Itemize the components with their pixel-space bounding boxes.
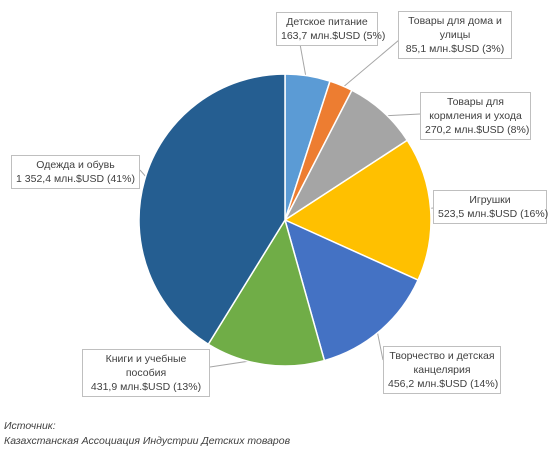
label-odezhda: Одежда и обувь 1 352,4 млн.$USD (41%) [11, 155, 140, 189]
source-text: Казахстанская Ассоциация Индустрии Детск… [4, 435, 291, 447]
label-value-line: 523,5 млн.$USD (16%) [438, 208, 549, 220]
source-heading: Источник: [4, 420, 56, 432]
label-value-line: 456,2 млн.$USD (14%) [388, 378, 499, 390]
pie-slice-5 [207, 218, 326, 367]
label-detskoe-pitanie: Детское питание 163,7 млн.$USD (5%) [276, 12, 386, 46]
label-name-line: Одежда и обувь [36, 159, 115, 171]
label-name-line-2: кормления и ухода [429, 110, 522, 122]
label-value-line: 431,9 млн.$USD (13%) [90, 381, 202, 393]
label-name-line-2: пособия [125, 367, 167, 379]
label-tvorchestvo: Творчество и детская канцелярия 456,2 мл… [383, 346, 501, 394]
label-name-line: Детское питание [286, 16, 368, 28]
label-tovary-dlya-doma: Товары для дома и улицы 85,1 млн.$USD (3… [398, 11, 512, 59]
source-note: Источник: Казахстанская Ассоциация Индус… [4, 419, 290, 449]
pie-slice-4 [283, 218, 420, 362]
label-value-line: 85,1 млн.$USD (3%) [405, 43, 505, 55]
label-name-line-2: улицы [439, 29, 471, 41]
label-name-line: Творчество и детская [389, 350, 495, 362]
label-name-line: Товары для дома и [408, 15, 502, 27]
label-name-line: Книги и учебные [105, 353, 187, 365]
label-value-line: 163,7 млн.$USD (5%) [281, 30, 386, 42]
label-name-line-2: канцелярия [413, 364, 471, 376]
leader-line-1 [338, 39, 400, 92]
pie-slice-6 [138, 73, 286, 346]
label-value-line: 270,2 млн.$USD (8%) [425, 124, 530, 136]
pie-slices [138, 73, 432, 367]
label-tovary-dlya-kormleniya: Товары для кормления и ухода 270,2 млн.$… [420, 92, 531, 140]
label-name-line: Товары для [447, 96, 504, 108]
label-value-line: 1 352,4 млн.$USD (41%) [16, 173, 135, 185]
label-igrushki: Игрушки 523,5 млн.$USD (16%) [433, 190, 549, 224]
label-name-line: Игрушки [469, 194, 511, 206]
label-knigi: Книги и учебные пособия 431,9 млн.$USD (… [82, 349, 210, 397]
pie-slice-3 [283, 139, 432, 282]
